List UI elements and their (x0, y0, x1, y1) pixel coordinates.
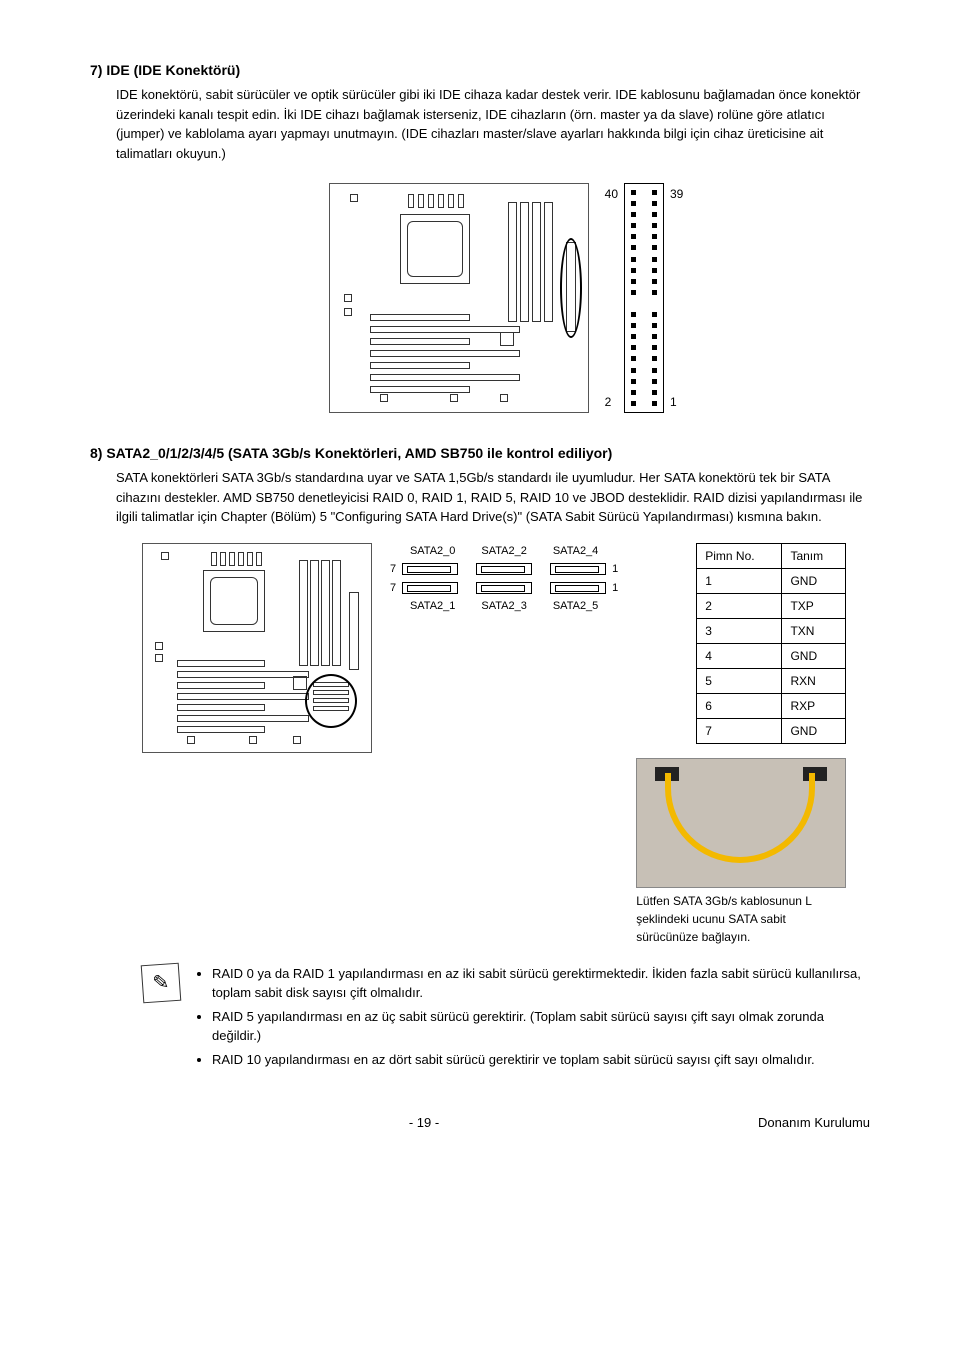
ide-pin-1: 1 (670, 393, 683, 411)
ide-connector-diagram: 40 2 39 1 (605, 183, 684, 413)
section7-body: IDE konektörü, sabit sürücüler ve optik … (116, 85, 870, 163)
sata-pin-table: Pimn No. Tanım 1GND2TXP3TXN4GND5RXN6RXP7… (696, 543, 846, 744)
list-item: RAID 0 ya da RAID 1 yapılandırması en az… (212, 964, 870, 1003)
footer-section: Donanım Kurulumu (758, 1113, 870, 1133)
table-row: 6RXP (697, 693, 846, 718)
table-row: 1GND (697, 568, 846, 593)
def-col-head: Tanım (782, 543, 846, 568)
sata-pin-7-bot: 7 (390, 580, 396, 597)
pin-col-head: Pimn No. (697, 543, 782, 568)
motherboard-diagram-sata (142, 543, 372, 753)
list-item: RAID 10 yapılandırması en az dört sabit … (212, 1050, 870, 1070)
sata-label-5: SATA2_5 (553, 598, 598, 615)
sata-label-3: SATA2_3 (481, 598, 526, 615)
section8-number: 8) (90, 445, 102, 461)
section8-body: SATA konektörleri SATA 3Gb/s standardına… (116, 468, 870, 527)
table-row: 7GND (697, 718, 846, 743)
section8-title: SATA2_0/1/2/3/4/5 (SATA 3Gb/s Konektörle… (106, 445, 612, 461)
table-row: 5RXN (697, 668, 846, 693)
sata-label-4: SATA2_4 (553, 543, 598, 560)
section7-figure: 40 2 39 1 (142, 183, 870, 413)
list-item: RAID 5 yapılandırması en az üç sabit sür… (212, 1007, 870, 1046)
table-row: 4GND (697, 643, 846, 668)
note-icon: ✎ (141, 962, 182, 1003)
sata-pin-1-bot: 1 (612, 580, 618, 597)
table-row: 2TXP (697, 593, 846, 618)
page-footer: - 19 - Donanım Kurulumu (90, 1113, 870, 1133)
section7-title: IDE (IDE Konektörü) (106, 62, 240, 78)
sata-label-0: SATA2_0 (410, 543, 455, 560)
ide-pin-2: 2 (605, 393, 618, 411)
ide-pin-40: 40 (605, 185, 618, 203)
sata-cable-caption: Lütfen SATA 3Gb/s kablosunun L şeklindek… (636, 892, 846, 946)
sata-pin-7-top: 7 (390, 561, 396, 578)
section8-figure: SATA2_0 SATA2_2 SATA2_4 7 1 7 1 SATA2_1 … (142, 543, 870, 946)
sata-cable-photo (636, 758, 846, 888)
section7-heading: 7) IDE (IDE Konektörü) (90, 60, 870, 81)
raid-notes: ✎ RAID 0 ya da RAID 1 yapılandırması en … (142, 964, 870, 1074)
table-row: 3TXN (697, 618, 846, 643)
section7-number: 7) (90, 62, 102, 78)
sata-ports-diagram: SATA2_0 SATA2_2 SATA2_4 7 1 7 1 SATA2_1 … (390, 543, 618, 615)
page-number: - 19 - (90, 1113, 758, 1133)
motherboard-diagram-ide (329, 183, 589, 413)
ide-pin-39: 39 (670, 185, 683, 203)
sata-label-1: SATA2_1 (410, 598, 455, 615)
section8-heading: 8) SATA2_0/1/2/3/4/5 (SATA 3Gb/s Konektö… (90, 443, 870, 464)
sata-pin-1-top: 1 (612, 561, 618, 578)
sata-label-2: SATA2_2 (481, 543, 526, 560)
